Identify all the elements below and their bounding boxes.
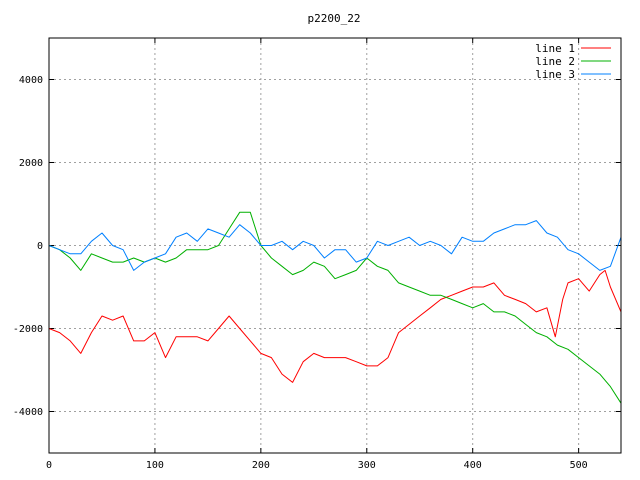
axis-ticks: 0 100 200 300 400 500 -4000 -2000 0 2000 4000: [13, 38, 621, 471]
grid: [49, 38, 621, 453]
series-line-3: [48, 220, 622, 271]
x-tick-label: 200: [252, 460, 270, 471]
plot-frame: [48, 37, 622, 454]
x-tick-label: 500: [570, 460, 588, 471]
y-tick-label: -2000: [13, 324, 43, 335]
series-group: [48, 211, 622, 404]
legend-label-1: line 1: [535, 42, 575, 55]
chart-title: p2200_22: [308, 12, 361, 25]
series-line-1: [48, 269, 622, 383]
x-tick-label: 0: [46, 460, 52, 471]
legend-label-2: line 2: [535, 55, 575, 68]
x-tick-label: 400: [464, 460, 482, 471]
y-tick-label: -4000: [13, 407, 43, 418]
x-tick-label: 300: [358, 460, 376, 471]
y-tick-label: 0: [37, 241, 43, 252]
legend-label-3: line 3: [535, 68, 575, 81]
x-tick-label: 100: [146, 460, 164, 471]
y-tick-label: 2000: [19, 158, 43, 169]
y-tick-label: 4000: [19, 75, 43, 86]
